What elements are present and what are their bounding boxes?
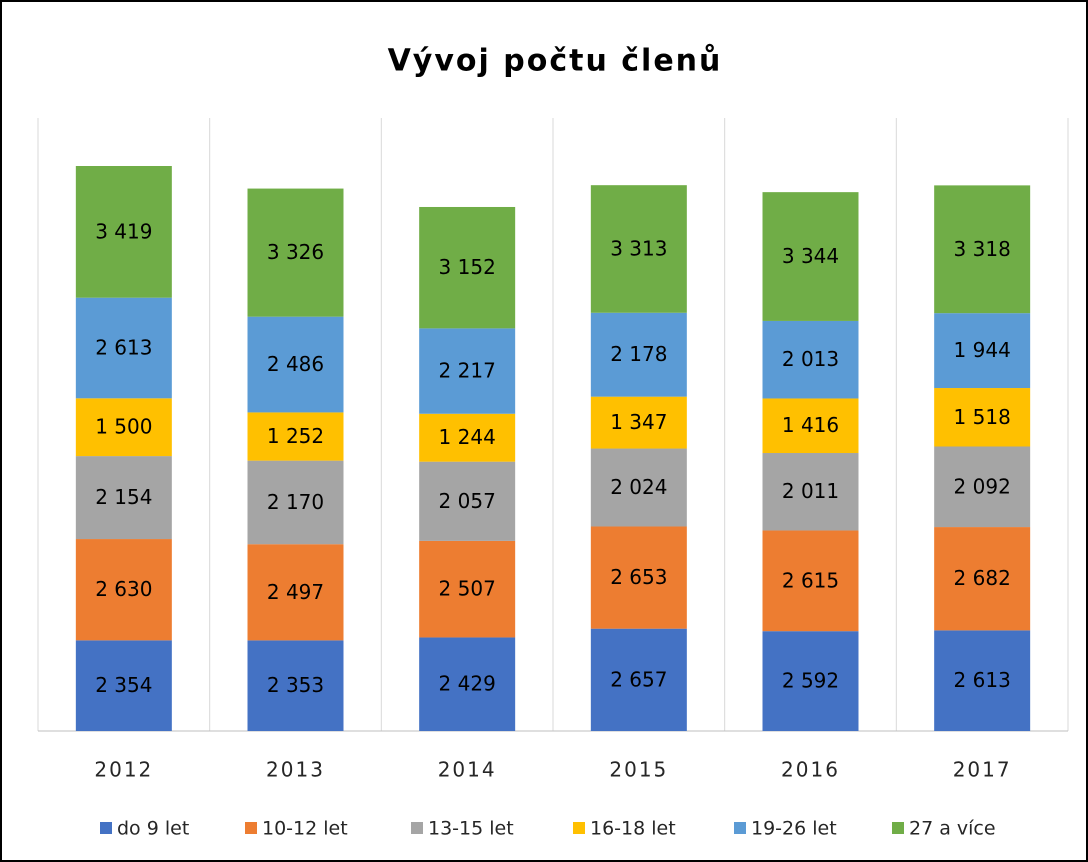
bar-segment — [75, 539, 172, 641]
bar-segment — [419, 540, 516, 638]
legend-swatch — [411, 822, 423, 834]
x-tick-label: 2016 — [781, 758, 840, 782]
bar-segment — [247, 460, 344, 545]
value-label: 1 252 — [267, 424, 324, 448]
value-label: 2 497 — [267, 580, 324, 604]
bar-segment — [934, 313, 1031, 389]
value-label: 2 653 — [610, 565, 667, 589]
value-label: 1 347 — [610, 410, 667, 434]
legend-swatch — [245, 822, 257, 834]
x-tick-label: 2014 — [438, 758, 497, 782]
bar-segment — [419, 461, 516, 541]
bar-segment — [419, 637, 516, 731]
value-label: 2 057 — [439, 489, 496, 513]
x-tick-label: 2015 — [609, 758, 668, 782]
legend-swatch — [573, 822, 585, 834]
value-label: 1 518 — [954, 405, 1011, 429]
value-label: 1 944 — [954, 338, 1011, 362]
value-label: 2 092 — [954, 474, 1011, 498]
legend-label: 27 a více — [909, 818, 996, 840]
bar-segment — [247, 412, 344, 461]
bar-segment — [934, 185, 1031, 314]
value-label: 2 013 — [782, 347, 839, 371]
value-label: 1 500 — [95, 415, 152, 439]
value-label: 2 613 — [954, 668, 1011, 692]
bar-segment — [75, 640, 172, 731]
value-label: 2 178 — [610, 342, 667, 366]
value-label: 3 152 — [439, 255, 496, 279]
bar-segment — [75, 297, 172, 399]
bar-segment — [934, 527, 1031, 631]
legend-label: 10-12 let — [262, 818, 348, 840]
value-label: 2 592 — [782, 669, 839, 693]
value-label: 2 507 — [439, 577, 496, 601]
bar-segment — [762, 530, 859, 632]
bar-segment — [75, 166, 172, 298]
bar-segment — [247, 544, 344, 641]
bar-segment — [934, 630, 1031, 731]
value-label: 1 416 — [782, 413, 839, 437]
bar-segment — [590, 628, 687, 731]
bar-segment — [419, 413, 516, 462]
legend-label: 19-26 let — [751, 818, 837, 840]
value-label: 2 353 — [267, 673, 324, 697]
value-label: 2 154 — [95, 485, 152, 509]
legend-label: 13-15 let — [428, 818, 514, 840]
legend-label: 16-18 let — [590, 818, 676, 840]
value-label: 3 318 — [954, 237, 1011, 261]
bar-segment — [247, 316, 344, 413]
x-tick-label: 2012 — [94, 758, 153, 782]
value-label: 2 486 — [267, 352, 324, 376]
value-label: 3 313 — [610, 236, 667, 260]
bar-segment — [247, 188, 344, 317]
bar-segment — [762, 453, 859, 531]
value-label: 2 657 — [610, 667, 667, 691]
value-label: 3 419 — [95, 219, 152, 243]
bar-segment — [762, 631, 859, 731]
value-label: 2 682 — [954, 566, 1011, 590]
value-label: 3 326 — [267, 240, 324, 264]
bar-segment — [590, 396, 687, 449]
value-label: 3 344 — [782, 244, 839, 268]
bar-segment — [762, 192, 859, 321]
value-label: 1 244 — [439, 425, 496, 449]
x-tick-label: 2013 — [266, 758, 325, 782]
bar-segment — [419, 206, 516, 329]
x-tick-label: 2017 — [953, 758, 1012, 782]
value-label: 2 011 — [782, 479, 839, 503]
bar-segment — [762, 320, 859, 399]
bar-segment — [247, 640, 344, 731]
value-label: 2 630 — [95, 577, 152, 601]
bar-segment — [762, 398, 859, 454]
value-label: 2 170 — [267, 490, 324, 514]
value-label: 2 217 — [439, 359, 496, 383]
value-label: 2 429 — [439, 672, 496, 696]
bar-segment — [934, 388, 1031, 447]
legend-label: do 9 let — [117, 818, 189, 840]
bar-segment — [419, 328, 516, 414]
legend-swatch — [100, 822, 112, 834]
legend-swatch — [734, 822, 746, 834]
bar-segment — [75, 398, 172, 457]
value-label: 2 024 — [610, 475, 667, 499]
value-label: 2 615 — [782, 568, 839, 592]
chart-title: Vývoj počtu členů — [388, 43, 723, 79]
bar-segment — [934, 446, 1031, 528]
bar-segment — [590, 312, 687, 397]
bar-segment — [590, 448, 687, 527]
value-label: 2 613 — [95, 335, 152, 359]
legend-swatch — [892, 822, 904, 834]
bar-segment — [590, 526, 687, 629]
value-label: 2 354 — [95, 673, 152, 697]
bar-segment — [590, 185, 687, 313]
bar-segment — [75, 456, 172, 540]
